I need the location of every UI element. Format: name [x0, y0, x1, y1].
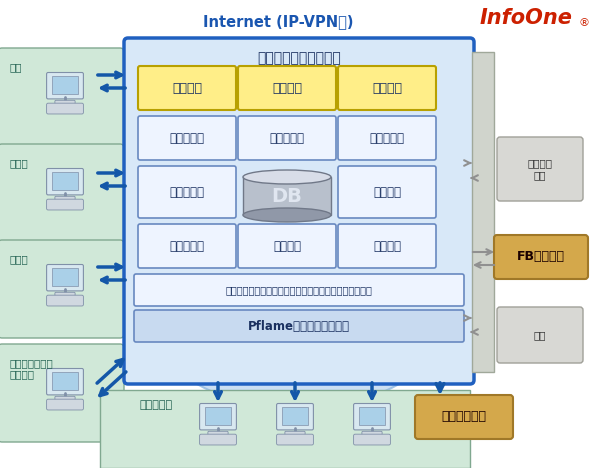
- Text: FBシステム: FBシステム: [517, 250, 565, 263]
- Bar: [359, 407, 385, 425]
- Bar: [282, 407, 308, 425]
- FancyBboxPatch shape: [134, 310, 464, 342]
- FancyBboxPatch shape: [46, 264, 83, 291]
- FancyBboxPatch shape: [497, 137, 583, 201]
- FancyBboxPatch shape: [338, 66, 436, 110]
- Text: DB: DB: [272, 187, 302, 205]
- FancyBboxPatch shape: [200, 434, 237, 445]
- Text: ®: ®: [578, 18, 589, 28]
- Bar: [100, 390, 470, 468]
- Bar: [52, 172, 78, 190]
- Text: 再保: 再保: [534, 330, 547, 340]
- Bar: [52, 76, 78, 94]
- Text: Pflame（システム幎盤）: Pflame（システム幎盤）: [248, 320, 350, 332]
- FancyBboxPatch shape: [238, 66, 336, 110]
- Text: 支社: 支社: [10, 62, 23, 72]
- Text: 営業店: 営業店: [10, 158, 29, 168]
- Text: 保険金支払: 保険金支払: [169, 185, 204, 198]
- Text: 本社各部門: 本社各部門: [140, 400, 173, 410]
- FancyBboxPatch shape: [238, 116, 336, 160]
- Text: Internet (IP-VPN等): Internet (IP-VPN等): [203, 15, 353, 29]
- FancyBboxPatch shape: [353, 434, 390, 445]
- FancyBboxPatch shape: [0, 144, 124, 242]
- Text: 月次統計: 月次統計: [373, 240, 401, 253]
- FancyBboxPatch shape: [353, 403, 390, 430]
- Text: 損保商品: 損保商品: [272, 81, 302, 95]
- Bar: [52, 372, 78, 390]
- FancyBboxPatch shape: [0, 240, 124, 338]
- FancyBboxPatch shape: [46, 73, 83, 99]
- Text: 保全・満期: 保全・満期: [269, 132, 305, 145]
- FancyBboxPatch shape: [55, 396, 75, 401]
- FancyBboxPatch shape: [208, 431, 228, 436]
- FancyBboxPatch shape: [134, 274, 464, 306]
- Bar: [472, 52, 494, 372]
- FancyBboxPatch shape: [338, 166, 436, 218]
- FancyBboxPatch shape: [55, 196, 75, 201]
- FancyBboxPatch shape: [55, 100, 75, 105]
- Text: 会計仕訳: 会計仕訳: [373, 185, 401, 198]
- Text: 商品管理: 商品管理: [273, 240, 301, 253]
- FancyBboxPatch shape: [124, 38, 474, 384]
- FancyBboxPatch shape: [138, 224, 236, 268]
- Bar: [205, 407, 231, 425]
- FancyBboxPatch shape: [277, 434, 313, 445]
- FancyBboxPatch shape: [46, 103, 83, 114]
- Text: 保険業務基幹システム: 保険業務基幹システム: [257, 51, 341, 65]
- FancyBboxPatch shape: [238, 224, 336, 268]
- FancyBboxPatch shape: [138, 166, 236, 218]
- Text: 代理店管理: 代理店管理: [169, 240, 204, 253]
- FancyBboxPatch shape: [138, 116, 236, 160]
- Bar: [52, 268, 78, 286]
- Text: 代理店: 代理店: [10, 254, 29, 264]
- FancyBboxPatch shape: [497, 307, 583, 363]
- FancyBboxPatch shape: [362, 431, 382, 436]
- FancyBboxPatch shape: [0, 48, 124, 146]
- FancyBboxPatch shape: [285, 431, 305, 436]
- FancyBboxPatch shape: [494, 235, 588, 279]
- FancyBboxPatch shape: [0, 344, 124, 442]
- Text: コールセンター
印刷会社: コールセンター 印刷会社: [10, 358, 54, 380]
- FancyBboxPatch shape: [415, 395, 513, 439]
- Bar: [243, 177, 331, 215]
- Text: 各種決済
機関: 各種決済 機関: [527, 158, 552, 180]
- FancyBboxPatch shape: [46, 295, 83, 306]
- Text: 業務共通機能（マスタ管理・汎用検索・帳票管理など）: 業務共通機能（マスタ管理・汎用検索・帳票管理など）: [225, 285, 372, 295]
- FancyBboxPatch shape: [46, 399, 83, 410]
- Text: 生保商品: 生保商品: [172, 81, 202, 95]
- FancyBboxPatch shape: [55, 292, 75, 297]
- Ellipse shape: [108, 70, 488, 410]
- Ellipse shape: [243, 170, 331, 184]
- Ellipse shape: [243, 208, 331, 222]
- Text: 新契約引受: 新契約引受: [169, 132, 204, 145]
- Text: 第三分野: 第三分野: [372, 81, 402, 95]
- Text: 保険料収納: 保険料収納: [370, 132, 405, 145]
- FancyBboxPatch shape: [277, 403, 313, 430]
- FancyBboxPatch shape: [338, 224, 436, 268]
- FancyBboxPatch shape: [138, 66, 236, 110]
- Text: 経理システム: 経理システム: [442, 410, 486, 424]
- FancyBboxPatch shape: [46, 168, 83, 195]
- FancyBboxPatch shape: [200, 403, 237, 430]
- Text: InfoOne: InfoOne: [479, 8, 572, 28]
- FancyBboxPatch shape: [338, 116, 436, 160]
- FancyBboxPatch shape: [46, 199, 83, 210]
- FancyBboxPatch shape: [46, 368, 83, 395]
